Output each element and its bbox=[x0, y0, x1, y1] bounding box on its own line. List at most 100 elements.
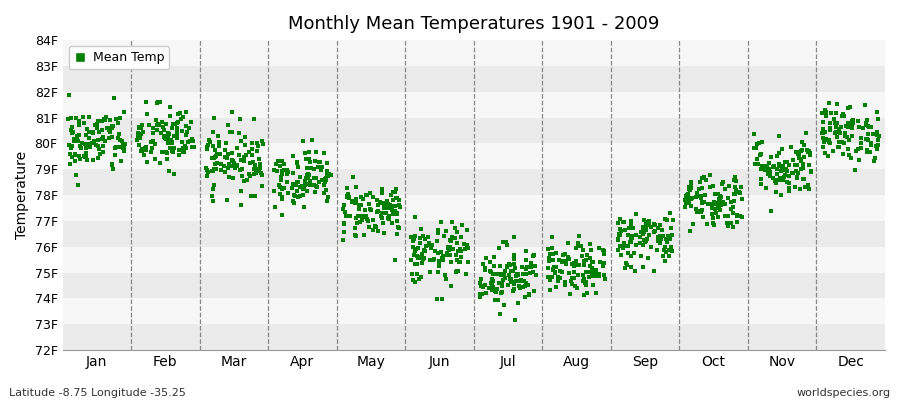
Point bbox=[153, 160, 167, 166]
Point bbox=[545, 250, 560, 257]
Point bbox=[105, 162, 120, 168]
Point bbox=[842, 137, 856, 144]
Point bbox=[659, 235, 673, 242]
Point bbox=[802, 148, 816, 154]
Point bbox=[732, 189, 746, 196]
Point bbox=[251, 142, 266, 149]
Point bbox=[225, 129, 239, 136]
Point bbox=[301, 165, 315, 172]
Point bbox=[718, 213, 733, 220]
Point bbox=[706, 182, 720, 189]
Point bbox=[849, 148, 863, 155]
Point bbox=[449, 257, 464, 264]
Point bbox=[346, 198, 360, 204]
Point bbox=[385, 205, 400, 211]
Point bbox=[317, 190, 331, 196]
Point bbox=[545, 266, 560, 272]
Point bbox=[138, 145, 152, 151]
Point bbox=[661, 233, 675, 239]
Point bbox=[871, 142, 886, 148]
Point bbox=[495, 282, 509, 289]
Point bbox=[339, 193, 354, 200]
Point bbox=[320, 187, 334, 193]
Point bbox=[418, 236, 432, 242]
Point bbox=[208, 147, 222, 153]
Point bbox=[682, 184, 697, 190]
Point bbox=[212, 139, 227, 145]
Point bbox=[443, 236, 457, 243]
Point bbox=[518, 294, 533, 301]
Point bbox=[861, 136, 876, 143]
Point bbox=[475, 284, 490, 290]
Point bbox=[222, 161, 237, 167]
Point bbox=[161, 130, 176, 136]
Point bbox=[234, 157, 248, 164]
Point bbox=[507, 281, 521, 287]
Point bbox=[557, 279, 572, 286]
Point bbox=[639, 223, 653, 230]
Point bbox=[359, 212, 374, 219]
Point bbox=[724, 198, 738, 205]
Point bbox=[585, 259, 599, 266]
Point bbox=[370, 209, 384, 216]
Point bbox=[302, 178, 317, 184]
Point bbox=[663, 236, 678, 242]
Point bbox=[483, 280, 498, 287]
Point bbox=[769, 180, 783, 186]
Point bbox=[596, 247, 610, 253]
Point bbox=[553, 275, 567, 282]
Point bbox=[65, 130, 79, 136]
Point bbox=[207, 115, 221, 121]
Point bbox=[444, 258, 458, 265]
Point bbox=[89, 142, 104, 148]
Point bbox=[247, 166, 261, 173]
Point bbox=[493, 272, 508, 278]
Point bbox=[637, 228, 652, 235]
Point bbox=[830, 120, 844, 127]
Point bbox=[763, 208, 778, 214]
Point bbox=[856, 125, 870, 131]
Point bbox=[286, 192, 301, 198]
Point bbox=[205, 143, 220, 149]
Point bbox=[140, 159, 154, 165]
Point bbox=[770, 153, 784, 159]
Point bbox=[274, 177, 288, 184]
Point bbox=[709, 210, 724, 216]
Point bbox=[503, 276, 517, 282]
Point bbox=[160, 134, 175, 140]
Point bbox=[790, 170, 805, 176]
Point bbox=[774, 166, 788, 172]
Point bbox=[221, 165, 236, 171]
Point bbox=[319, 176, 333, 183]
Point bbox=[77, 140, 92, 147]
Point bbox=[151, 98, 166, 105]
Point bbox=[724, 220, 738, 226]
Point bbox=[558, 282, 572, 288]
Point bbox=[209, 166, 223, 172]
Point bbox=[76, 114, 90, 120]
Point bbox=[571, 272, 585, 278]
Point bbox=[114, 158, 129, 165]
Point bbox=[170, 135, 184, 141]
Point bbox=[794, 156, 808, 162]
Point bbox=[268, 160, 283, 167]
Point bbox=[97, 138, 112, 145]
Point bbox=[660, 217, 674, 224]
Point bbox=[770, 171, 784, 178]
Point bbox=[171, 119, 185, 125]
Point bbox=[295, 186, 310, 192]
Point bbox=[680, 197, 694, 204]
Point bbox=[583, 255, 598, 261]
Point bbox=[384, 192, 399, 198]
Point bbox=[158, 149, 173, 156]
Point bbox=[762, 167, 777, 173]
Point bbox=[390, 218, 404, 224]
Point bbox=[721, 195, 735, 201]
Point bbox=[158, 135, 172, 141]
Point bbox=[295, 192, 310, 198]
Point bbox=[824, 110, 839, 116]
Point bbox=[542, 254, 556, 261]
Point bbox=[273, 163, 287, 170]
Point bbox=[201, 146, 215, 152]
Point bbox=[860, 121, 874, 128]
